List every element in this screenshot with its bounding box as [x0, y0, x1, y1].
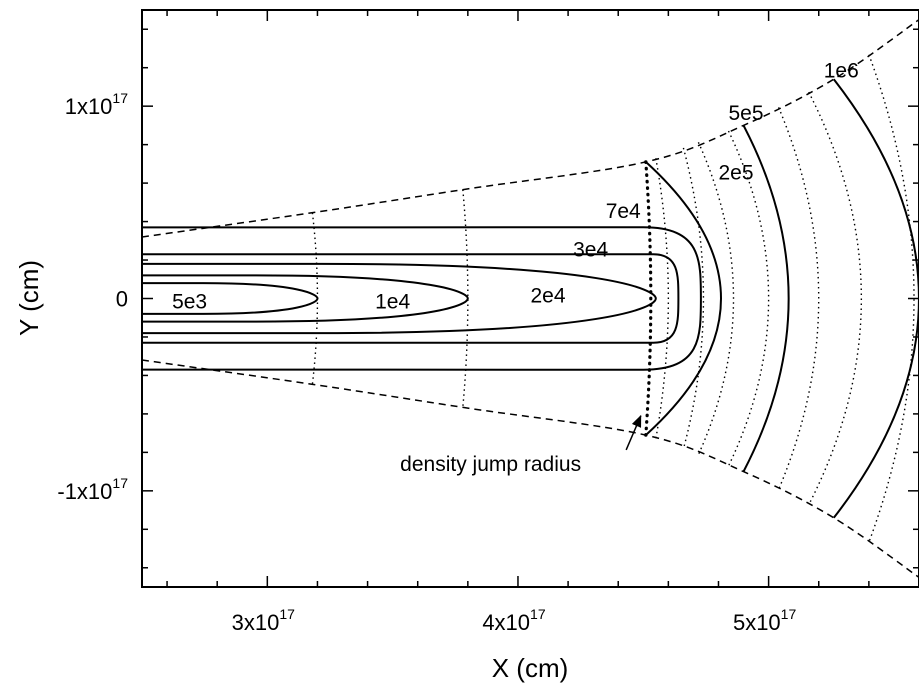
y-tick-exponent: 17: [112, 90, 128, 106]
contour-label-5e3: 5e3: [172, 290, 207, 313]
x-axis-title: X (cm): [492, 653, 569, 683]
y-tick-exponent: 17: [112, 475, 128, 491]
y-axis-title: Y (cm): [14, 260, 44, 336]
y-tick-mantissa: -1x10: [57, 479, 112, 504]
y-tick-label: 1x1017: [65, 90, 129, 119]
dotted-arc-4: [655, 158, 670, 439]
contour-5e5: [742, 124, 790, 473]
contour-label-1e4: 1e4: [375, 290, 410, 313]
contour-label-2e5: 2e5: [718, 162, 753, 185]
cone-boundary-upper: [142, 18, 919, 238]
y-tick-mantissa: 0: [116, 287, 128, 312]
dotted-arc-9: [808, 91, 863, 506]
contour-label-1e6: 1e6: [824, 60, 859, 83]
y-tick-label: 0: [116, 287, 128, 312]
x-tick-label: 3x1017: [232, 606, 296, 635]
x-tick-mantissa: 3x10: [232, 610, 280, 635]
annotation-text: density jump radius: [400, 453, 581, 476]
contour-label-3e4: 3e4: [573, 238, 608, 261]
x-tick-mantissa: 5x10: [733, 610, 781, 635]
x-tick-exponent: 17: [781, 606, 797, 622]
plot-frame: [141, 9, 919, 588]
contour-5e3: [142, 282, 319, 315]
x-tick-exponent: 17: [279, 606, 295, 622]
contour-7e4: [142, 226, 702, 371]
dotted-arc-10: [868, 54, 915, 543]
contour-label-2e4: 2e4: [531, 285, 566, 308]
dotted-arc-5: [682, 147, 705, 450]
dotted-arc-2: [462, 189, 469, 408]
dotted-arc-8: [777, 107, 820, 490]
contour-label-7e4: 7e4: [606, 200, 641, 223]
cone-boundary-lower: [142, 359, 919, 579]
dotted-arc-6: [697, 142, 735, 455]
contour-label-5e5: 5e5: [729, 102, 764, 125]
y-tick-label: -1x1017: [57, 475, 128, 504]
contour-3e4: [142, 253, 680, 344]
x-tick-exponent: 17: [530, 606, 546, 622]
x-tick-mantissa: 4x10: [482, 610, 530, 635]
contour-1e4: [142, 274, 469, 323]
x-tick-label: 5x1017: [733, 606, 797, 635]
density-jump-curve: [644, 160, 653, 437]
annotation-arrow: [625, 414, 642, 451]
contour-2e4: [142, 262, 657, 335]
dotted-arc-1: [311, 212, 319, 385]
contour-2e5: [645, 161, 722, 436]
y-tick-mantissa: 1x10: [65, 94, 113, 119]
contour-1e6: [833, 78, 919, 519]
x-tick-label: 4x1017: [482, 606, 546, 635]
